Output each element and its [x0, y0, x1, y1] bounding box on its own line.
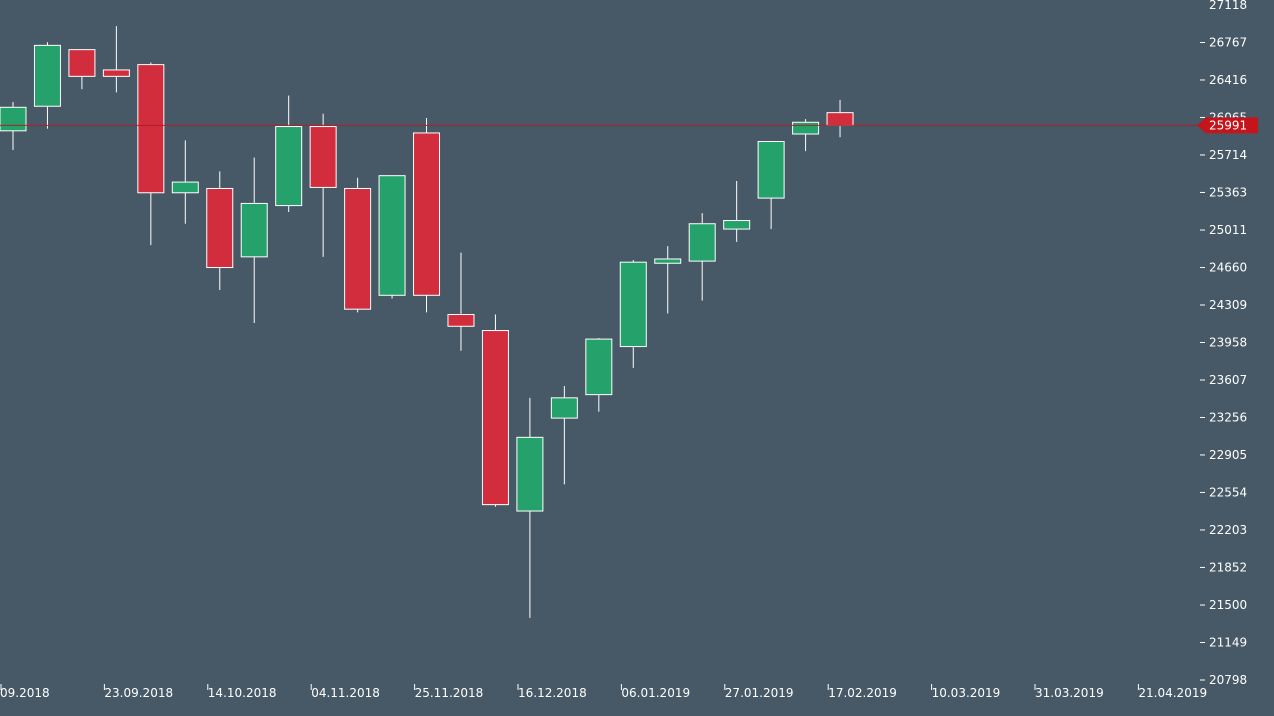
- x-tick-label: 23.09.2018: [104, 686, 173, 700]
- price-tag-layer: 25991: [1197, 117, 1258, 134]
- candle-body-up: [240, 202, 268, 258]
- y-tick-label: 21149: [1209, 636, 1247, 650]
- candle-body-up: [723, 220, 751, 230]
- y-tick-label: 20798: [1209, 673, 1247, 687]
- candle-body-down: [137, 64, 165, 194]
- candle[interactable]: [206, 171, 234, 290]
- candle-body-up: [757, 140, 785, 199]
- candle[interactable]: [0, 101, 27, 151]
- candle[interactable]: [585, 338, 613, 412]
- candle[interactable]: [826, 99, 854, 138]
- x-tick-label: 06.01.2019: [621, 686, 690, 700]
- candle-body-down: [68, 49, 96, 77]
- candle[interactable]: [171, 140, 199, 224]
- candle-body-up: [585, 338, 613, 396]
- candle-body-down: [413, 132, 441, 296]
- y-tick-label: 22554: [1209, 485, 1247, 499]
- candle-body-down: [447, 314, 475, 327]
- current-price-tag: 25991: [1197, 117, 1258, 134]
- x-tick-label: 16.12.2018: [518, 686, 587, 700]
- x-tick-label: 09.2018: [0, 686, 50, 700]
- price-tag-shape: [1197, 117, 1258, 134]
- y-tick-label: 26416: [1209, 73, 1247, 87]
- y-tick-label: 25714: [1209, 148, 1247, 162]
- candle-body-up: [792, 121, 820, 135]
- candle-body-up: [171, 181, 199, 194]
- y-tick-label: 21852: [1209, 560, 1247, 574]
- candle-body-down: [309, 126, 337, 188]
- candle-body-up: [688, 223, 716, 262]
- candle[interactable]: [102, 26, 130, 93]
- y-tick-label: 25363: [1209, 185, 1247, 199]
- x-tick-label: 14.10.2018: [208, 686, 277, 700]
- candle[interactable]: [757, 140, 785, 230]
- candle[interactable]: [654, 246, 682, 314]
- candle[interactable]: [378, 175, 406, 299]
- candle[interactable]: [723, 181, 751, 242]
- y-tick-label: 23607: [1209, 373, 1247, 387]
- candle-body-down: [344, 187, 372, 310]
- y-tick-label: 27118: [1209, 0, 1247, 12]
- x-axis: 09.2018 23.09.2018 14.10.2018 04.11.2018 25.…: [0, 684, 1207, 700]
- y-tick-label: 25011: [1209, 223, 1247, 237]
- candle[interactable]: [619, 260, 647, 368]
- x-tick-label: 21.04.2019: [1138, 686, 1207, 700]
- x-tick-label: 04.11.2018: [311, 686, 380, 700]
- candle[interactable]: [33, 42, 61, 129]
- candle-body-up: [654, 258, 682, 264]
- y-tick-label: 26767: [1209, 35, 1247, 49]
- candle[interactable]: [309, 113, 337, 257]
- x-tick-label: 17.02.2019: [828, 686, 897, 700]
- x-tick-label: 25.11.2018: [415, 686, 484, 700]
- candle[interactable]: [481, 314, 509, 507]
- y-tick-label: 23256: [1209, 410, 1247, 424]
- candle[interactable]: [792, 119, 820, 152]
- y-tick-label: 23958: [1209, 336, 1247, 350]
- y-tick-label: 24309: [1209, 298, 1247, 312]
- candle-body-down: [481, 330, 509, 506]
- candle-body-up: [550, 397, 578, 419]
- candle-body-up: [516, 436, 544, 512]
- candle-body-up: [0, 106, 27, 132]
- candle-body-up: [275, 126, 303, 207]
- candle[interactable]: [240, 157, 268, 324]
- x-tick-label: 27.01.2019: [725, 686, 794, 700]
- y-tick-label: 22905: [1209, 448, 1247, 462]
- candle[interactable]: [447, 252, 475, 351]
- candle-body-down: [826, 112, 854, 126]
- x-tick-label: 10.03.2019: [932, 686, 1001, 700]
- candle[interactable]: [550, 386, 578, 485]
- candle[interactable]: [344, 177, 372, 313]
- candle[interactable]: [68, 49, 96, 90]
- candle-body-down: [206, 187, 234, 269]
- y-tick-label: 21500: [1209, 598, 1247, 612]
- candle-body-down: [102, 69, 130, 77]
- y-tick-label: 22203: [1209, 523, 1247, 537]
- candle[interactable]: [137, 62, 165, 246]
- candle[interactable]: [275, 95, 303, 212]
- x-tick-label: 31.03.2019: [1035, 686, 1104, 700]
- candle[interactable]: [413, 117, 441, 313]
- candle-body-up: [33, 44, 61, 107]
- candles-layer: [0, 26, 854, 618]
- price-tag-label: 25991: [1209, 118, 1247, 132]
- candle-body-up: [378, 175, 406, 296]
- candle-body-up: [619, 261, 647, 348]
- candle[interactable]: [516, 397, 544, 618]
- y-tick-label: 24660: [1209, 261, 1247, 275]
- y-axis: 2711826767264162606525714253632501124660…: [1200, 0, 1247, 687]
- candle[interactable]: [688, 213, 716, 301]
